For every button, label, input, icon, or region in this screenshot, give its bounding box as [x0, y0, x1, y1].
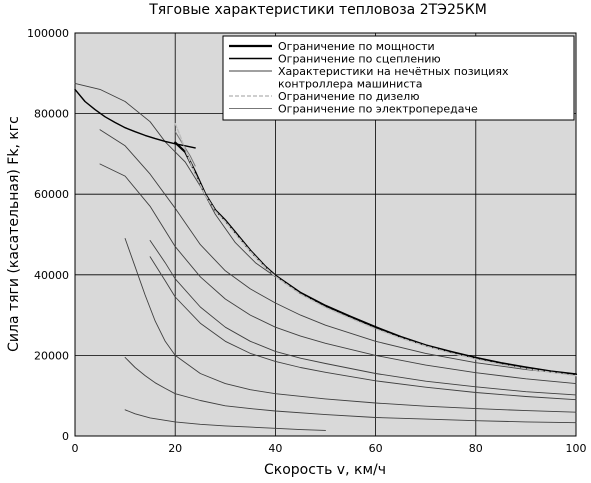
curve-positions	[74, 82, 276, 278]
x-tick-label: 100	[566, 442, 587, 455]
chart-title: Тяговые характеристики тепловоза 2ТЭ25КМ	[148, 2, 487, 18]
x-tick-label: 60	[369, 442, 383, 455]
legend-label-power: Ограничение по мощности	[278, 40, 435, 53]
x-tick-label: 80	[469, 442, 483, 455]
curve-positions	[99, 129, 577, 376]
curves	[74, 82, 578, 431]
curve-positions	[99, 163, 577, 385]
y-tick-label: 20000	[34, 349, 69, 362]
y-axis-title: Сила тяги (касательная) Fk, кгс	[6, 116, 22, 352]
y-tick-label: 60000	[34, 188, 69, 201]
y-axis-ticks: 0 20000 40000 60000 80000 100000	[27, 27, 69, 443]
legend-label-adhesion: Ограничение по сцеплению	[278, 53, 441, 66]
y-tick-label: 100000	[27, 27, 69, 40]
x-tick-label: 0	[72, 442, 79, 455]
x-tick-label: 40	[268, 442, 282, 455]
legend-label-positions: Характеристики на нечётных позициях	[278, 65, 509, 78]
legend-label-transmission: Ограничение по электропередаче	[278, 103, 478, 116]
x-tick-label: 20	[168, 442, 182, 455]
curve-positions	[124, 238, 577, 413]
legend-label-positions-cont: контроллера машиниста	[278, 78, 423, 91]
x-axis-ticks: 0 20 40 60 80 100	[72, 442, 587, 455]
legend-box	[222, 35, 575, 121]
y-tick-label: 0	[62, 430, 69, 443]
curve-positions	[124, 409, 326, 431]
legend-label-diesel: Ограничение по дизелю	[278, 90, 419, 103]
curve-diesel	[174, 123, 577, 377]
curve-positions	[124, 356, 577, 424]
x-axis-title: Скорость v, км/ч	[264, 462, 386, 478]
y-tick-label: 40000	[34, 269, 69, 282]
curve-positions	[149, 256, 577, 401]
curve-positions	[149, 240, 577, 396]
y-tick-label: 80000	[34, 108, 69, 121]
